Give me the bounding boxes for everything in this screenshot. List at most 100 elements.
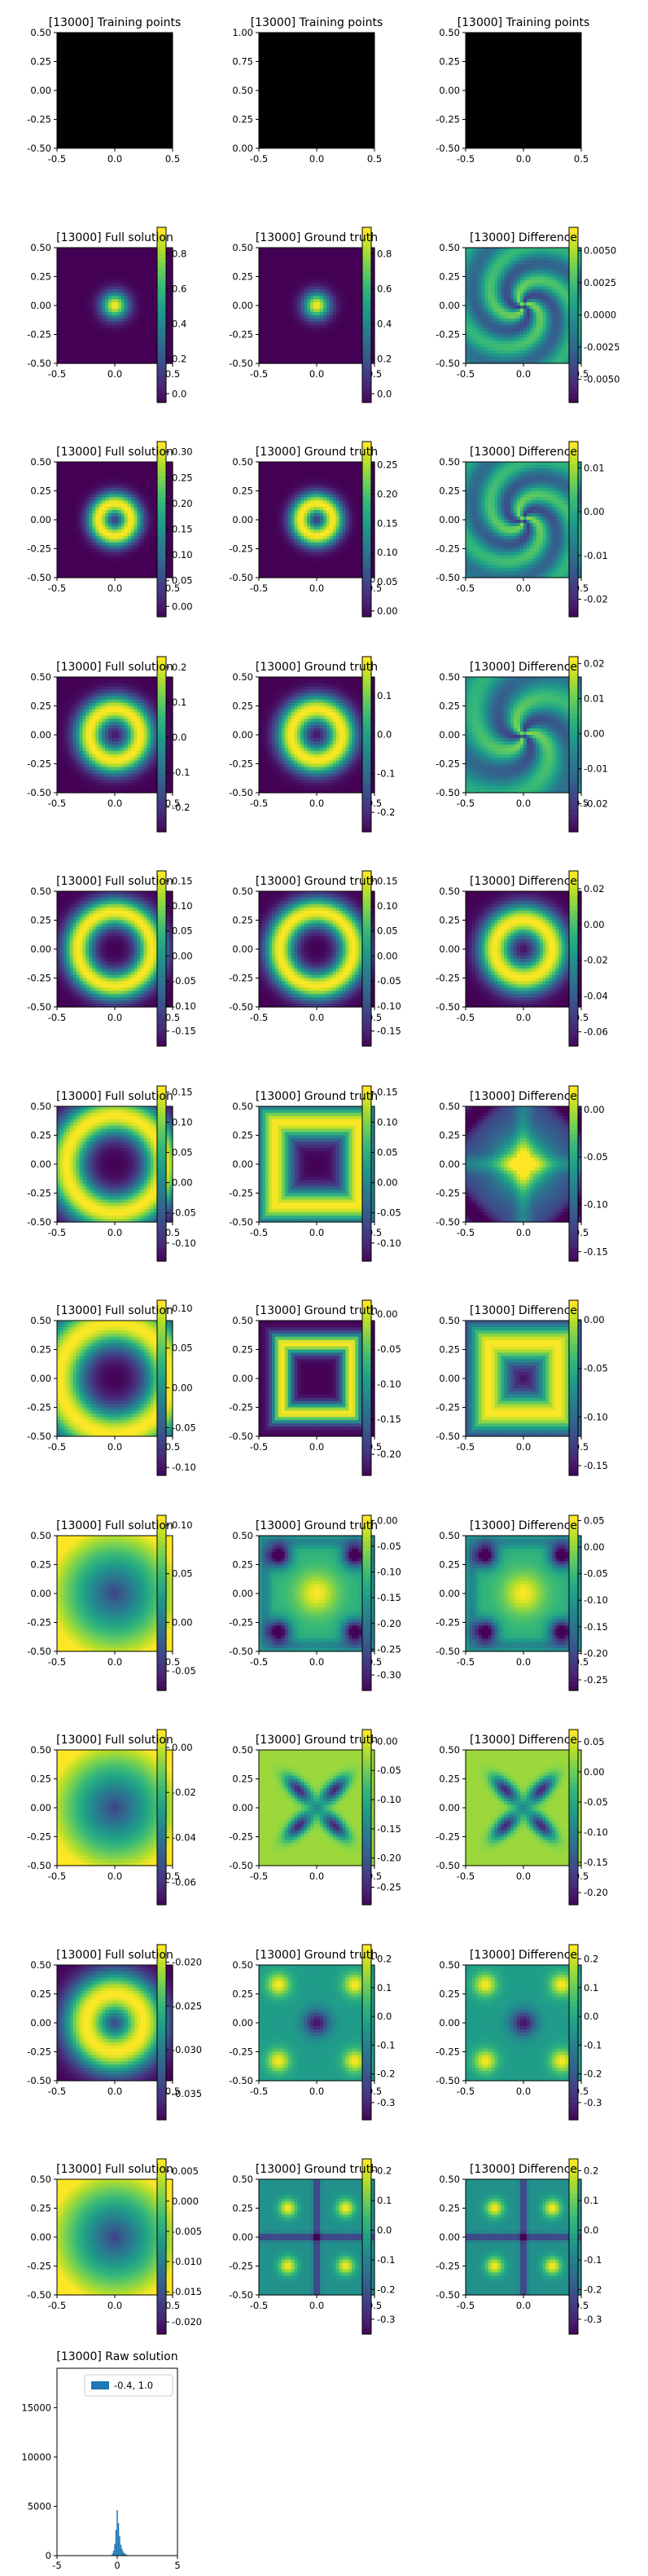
heatmap-cell (102, 462, 106, 466)
heatmap-cell (115, 292, 119, 297)
heatmap-cell (134, 335, 138, 339)
heatmap-cell (166, 289, 170, 293)
heatmap-cell (339, 274, 344, 278)
heatmap-cell (102, 475, 106, 479)
heatmap-cell (83, 465, 87, 469)
heatmap-cell (153, 270, 157, 275)
heatmap-cell (138, 302, 142, 306)
x-tick-label: 0.5 (165, 153, 180, 165)
heatmap-cell (323, 267, 327, 271)
heatmap-cell (482, 267, 486, 271)
heatmap-cell (57, 520, 61, 524)
heatmap-cell (105, 485, 109, 489)
heatmap-cell (326, 274, 331, 278)
heatmap-cell (73, 319, 77, 323)
heatmap-cell (510, 341, 514, 345)
colorbar-tick-label: 0.0 (377, 388, 392, 399)
heatmap-cell (285, 332, 289, 336)
heatmap-cell (507, 312, 511, 316)
heatmap-cell (533, 347, 537, 351)
heatmap-cell (92, 478, 96, 482)
heatmap-cell (355, 296, 359, 300)
heatmap-cell (482, 257, 486, 262)
y-tick-label: 0.00 (232, 300, 253, 311)
heatmap-cell (540, 322, 544, 326)
heatmap-cell (265, 335, 269, 339)
heatmap-cell (86, 526, 90, 530)
heatmap-cell (86, 264, 90, 268)
heatmap-cell (540, 357, 544, 361)
heatmap-cell (317, 289, 321, 293)
heatmap-cell (259, 347, 263, 351)
heatmap-cell (89, 312, 93, 316)
heatmap-cell (479, 274, 483, 278)
heatmap-cell (99, 549, 103, 553)
heatmap-cell (112, 475, 116, 479)
heatmap-cell (469, 335, 473, 339)
heatmap-cell (336, 267, 340, 271)
heatmap-cell (57, 491, 61, 495)
colorbar-segment (362, 284, 371, 289)
heatmap-cell (95, 520, 99, 524)
heatmap-cell (141, 325, 145, 329)
heatmap-cell (121, 274, 125, 278)
heatmap-cell (530, 354, 534, 358)
heatmap-cell (125, 296, 129, 300)
heatmap-cell (99, 302, 103, 306)
heatmap-cell (99, 251, 103, 255)
heatmap-cell (355, 347, 359, 351)
heatmap-cell (80, 248, 84, 252)
heatmap-cell (108, 350, 112, 354)
heatmap-cell (63, 517, 68, 521)
heatmap-cell (95, 299, 99, 303)
heatmap-cell (92, 533, 96, 537)
heatmap-cell (77, 296, 81, 300)
heatmap-cell (83, 328, 87, 332)
heatmap-cell (343, 344, 347, 348)
heatmap-cell (70, 283, 74, 287)
heatmap-cell (121, 270, 125, 275)
heatmap-cell (343, 332, 347, 336)
heatmap-cell (326, 315, 331, 319)
heatmap-cell (77, 315, 81, 319)
heatmap-cell (166, 328, 170, 332)
heatmap-cell (510, 248, 514, 252)
subplot-title: [13000] Difference (470, 231, 577, 244)
heatmap-cell (275, 270, 279, 275)
heatmap-cell (288, 322, 292, 326)
heatmap-cell (80, 261, 84, 265)
heatmap-cell (300, 254, 304, 258)
heatmap-cell (543, 309, 547, 313)
heatmap-cell (73, 475, 77, 479)
heatmap-cell (121, 309, 125, 313)
heatmap-cell (336, 309, 340, 313)
heatmap-cell (549, 296, 554, 300)
heatmap-cell (562, 267, 566, 271)
heatmap-cell (102, 543, 106, 547)
heatmap-cell (121, 289, 125, 293)
heatmap-cell (482, 296, 486, 300)
heatmap-cell (115, 261, 119, 265)
heatmap-cell (540, 319, 544, 323)
heatmap-cell (555, 302, 559, 306)
heatmap-cell (520, 292, 524, 297)
heatmap-cell (105, 283, 109, 287)
heatmap-cell (510, 299, 514, 303)
heatmap-cell (527, 251, 531, 255)
heatmap-cell (288, 357, 292, 361)
heatmap-cell (504, 292, 508, 297)
heatmap-cell (63, 335, 68, 339)
heatmap-cell (138, 341, 142, 345)
heatmap-cell (73, 279, 77, 284)
heatmap-cell (118, 341, 122, 345)
heatmap-cell (291, 283, 295, 287)
heatmap-cell (80, 289, 84, 293)
colorbar-segment (362, 310, 371, 315)
heatmap-cell (297, 292, 301, 297)
heatmap-cell (485, 328, 489, 332)
heatmap-cell (269, 315, 273, 319)
heatmap-cell (485, 286, 489, 290)
heatmap-cell (73, 568, 77, 572)
heatmap-cell (102, 277, 106, 281)
heatmap-cell (265, 270, 269, 275)
